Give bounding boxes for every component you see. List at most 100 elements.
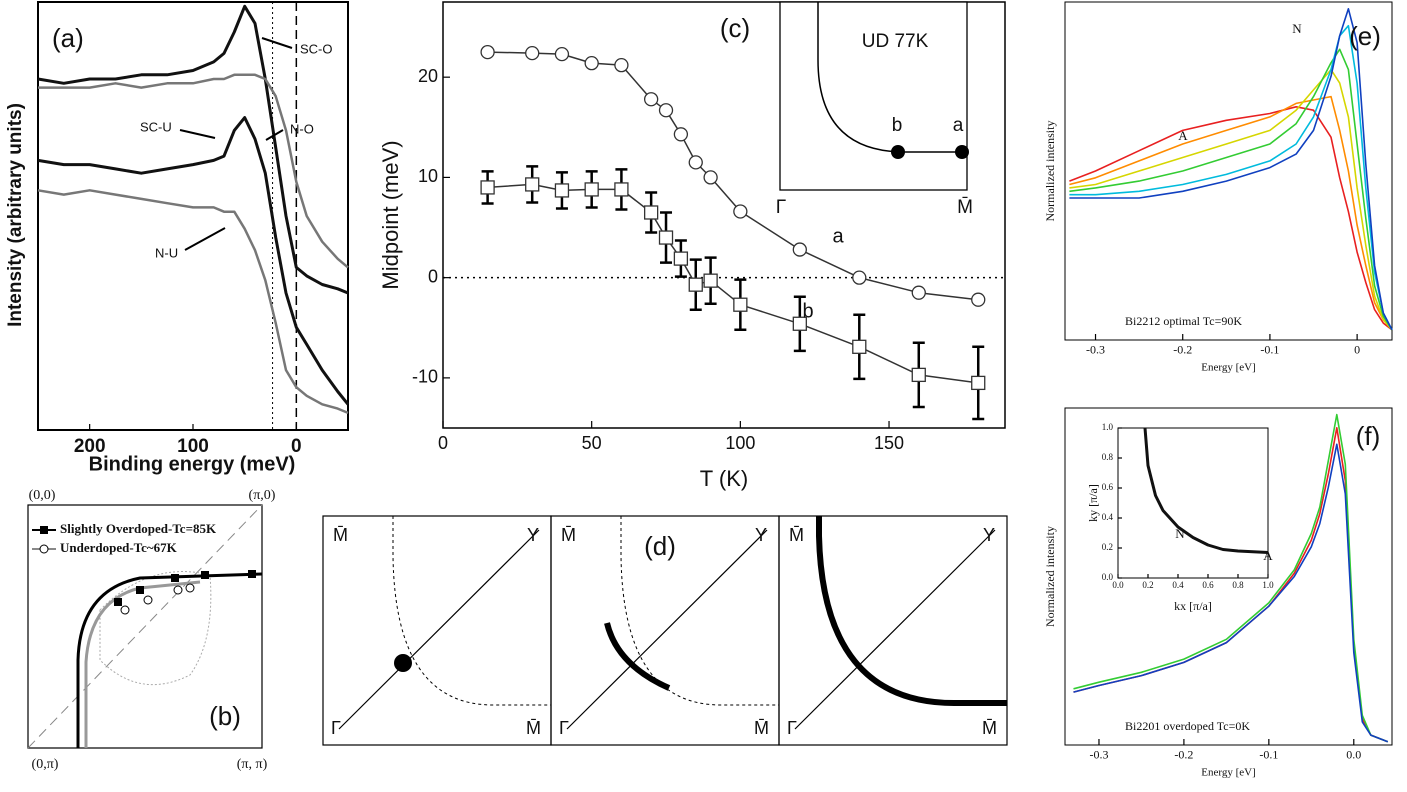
marker	[852, 270, 867, 285]
x-axis-label: Energy [eV]	[1201, 767, 1255, 779]
marker	[658, 103, 674, 118]
y-tick-label: -10	[412, 367, 438, 387]
x-tick-label: -0.2	[1173, 343, 1192, 357]
diagram-frame	[778, 515, 1008, 746]
corner-label: M̄	[526, 718, 541, 738]
marker	[911, 285, 926, 300]
x-tick-label: 0.0	[1346, 748, 1361, 762]
series-line	[1143, 427, 1269, 554]
data-point	[185, 583, 195, 593]
marker	[971, 375, 986, 391]
inset-label: b	[892, 115, 903, 136]
x-tick-label: 100	[177, 436, 209, 457]
diagonal	[566, 529, 768, 730]
marker	[480, 180, 495, 195]
y-tick-label: 0.2	[1102, 542, 1113, 552]
x-tick-label: -0.3	[1086, 343, 1105, 357]
series-line	[37, 116, 350, 406]
fermi-surface	[620, 516, 779, 706]
data-point	[201, 571, 209, 579]
marker	[658, 230, 674, 245]
marker	[525, 177, 540, 192]
series-line	[1069, 106, 1393, 331]
x-tick-label: -0.3	[1089, 748, 1108, 762]
corner-label: (π,0)	[249, 488, 276, 503]
series-annotation: N-O	[290, 121, 314, 136]
marker	[733, 297, 748, 312]
x-axis-label: T (K)	[700, 466, 748, 491]
marker	[673, 251, 689, 266]
marker	[911, 367, 926, 383]
plot-frame	[37, 1, 349, 431]
inset-point	[891, 145, 905, 159]
marker	[554, 46, 570, 62]
series-annotation: SC-U	[140, 119, 172, 134]
panel-label: (f)	[1356, 421, 1381, 451]
series-annotation: N-U	[155, 245, 178, 260]
series-line	[1069, 8, 1393, 331]
legend-marker	[40, 526, 48, 534]
panel-label: (b)	[209, 701, 241, 731]
series-line	[1069, 68, 1393, 331]
data-point	[136, 586, 144, 594]
corner-label: (0,π)	[32, 757, 59, 772]
annotation-arrow	[261, 37, 293, 49]
marker	[554, 183, 570, 198]
corner-label: (0,0)	[29, 488, 56, 503]
note: Bi2212 optimal Tc=90K	[1125, 314, 1242, 328]
y-axis-label: Midpoint (meV)	[378, 140, 403, 289]
y-tick-label: 0	[428, 266, 438, 286]
inset-background	[1112, 422, 1274, 584]
note: Bi2201 overdoped Tc=0K	[1125, 719, 1250, 733]
marker	[688, 155, 703, 170]
data-point	[248, 570, 256, 578]
corner-label: M̄	[333, 525, 348, 545]
y-axis-label: Intensity (arbitrary units)	[5, 103, 26, 327]
x-axis-label: Binding energy (meV)	[89, 453, 296, 475]
inset-point	[955, 145, 969, 159]
x-tick-label: 0	[1354, 343, 1360, 357]
x-tick-label: 200	[74, 436, 106, 457]
series-line	[37, 189, 349, 415]
x-tick-label: -0.1	[1260, 343, 1279, 357]
marker	[703, 273, 718, 288]
marker	[480, 44, 495, 60]
x-tick-label: 50	[582, 433, 602, 453]
x-tick-label: -0.2	[1174, 748, 1193, 762]
marker	[643, 92, 659, 107]
fermi-surface	[816, 516, 1007, 706]
corner-label: M̄	[561, 525, 576, 545]
y-tick-label: 0.0	[1102, 572, 1114, 582]
marker	[614, 182, 629, 197]
series-line	[37, 4, 349, 295]
annotation-arrow	[184, 227, 226, 251]
panel-label: (e)	[1349, 21, 1381, 51]
x-tick-label: 0.0	[1112, 580, 1124, 590]
diagonal	[794, 529, 996, 730]
inset-label: Γ	[776, 197, 786, 218]
x-tick-label: -0.1	[1259, 748, 1278, 762]
fermi-surface-od	[76, 572, 263, 748]
corner-label: M̄	[789, 525, 804, 545]
y-tick-label: 0.4	[1102, 512, 1114, 522]
y-tick-label: 0.8	[1102, 452, 1114, 462]
x-tick-label: 0.6	[1202, 580, 1214, 590]
x-tick-label: 150	[874, 433, 904, 453]
plot-frame	[442, 1, 1006, 429]
corner-label: M̄	[982, 718, 997, 738]
corner-label: Γ	[331, 718, 341, 738]
y-tick-label: 1.0	[1102, 422, 1114, 432]
series-line	[487, 183, 979, 384]
marker	[673, 127, 689, 142]
x-tick-label: 0.2	[1142, 580, 1153, 590]
series-label: a	[832, 225, 844, 247]
marker	[792, 316, 807, 331]
marker	[643, 205, 659, 220]
marker	[525, 45, 540, 61]
annotation-arrow	[265, 129, 284, 141]
marker	[703, 170, 718, 185]
x-tick-label: 0	[438, 433, 448, 453]
plot-frame	[1117, 427, 1269, 579]
